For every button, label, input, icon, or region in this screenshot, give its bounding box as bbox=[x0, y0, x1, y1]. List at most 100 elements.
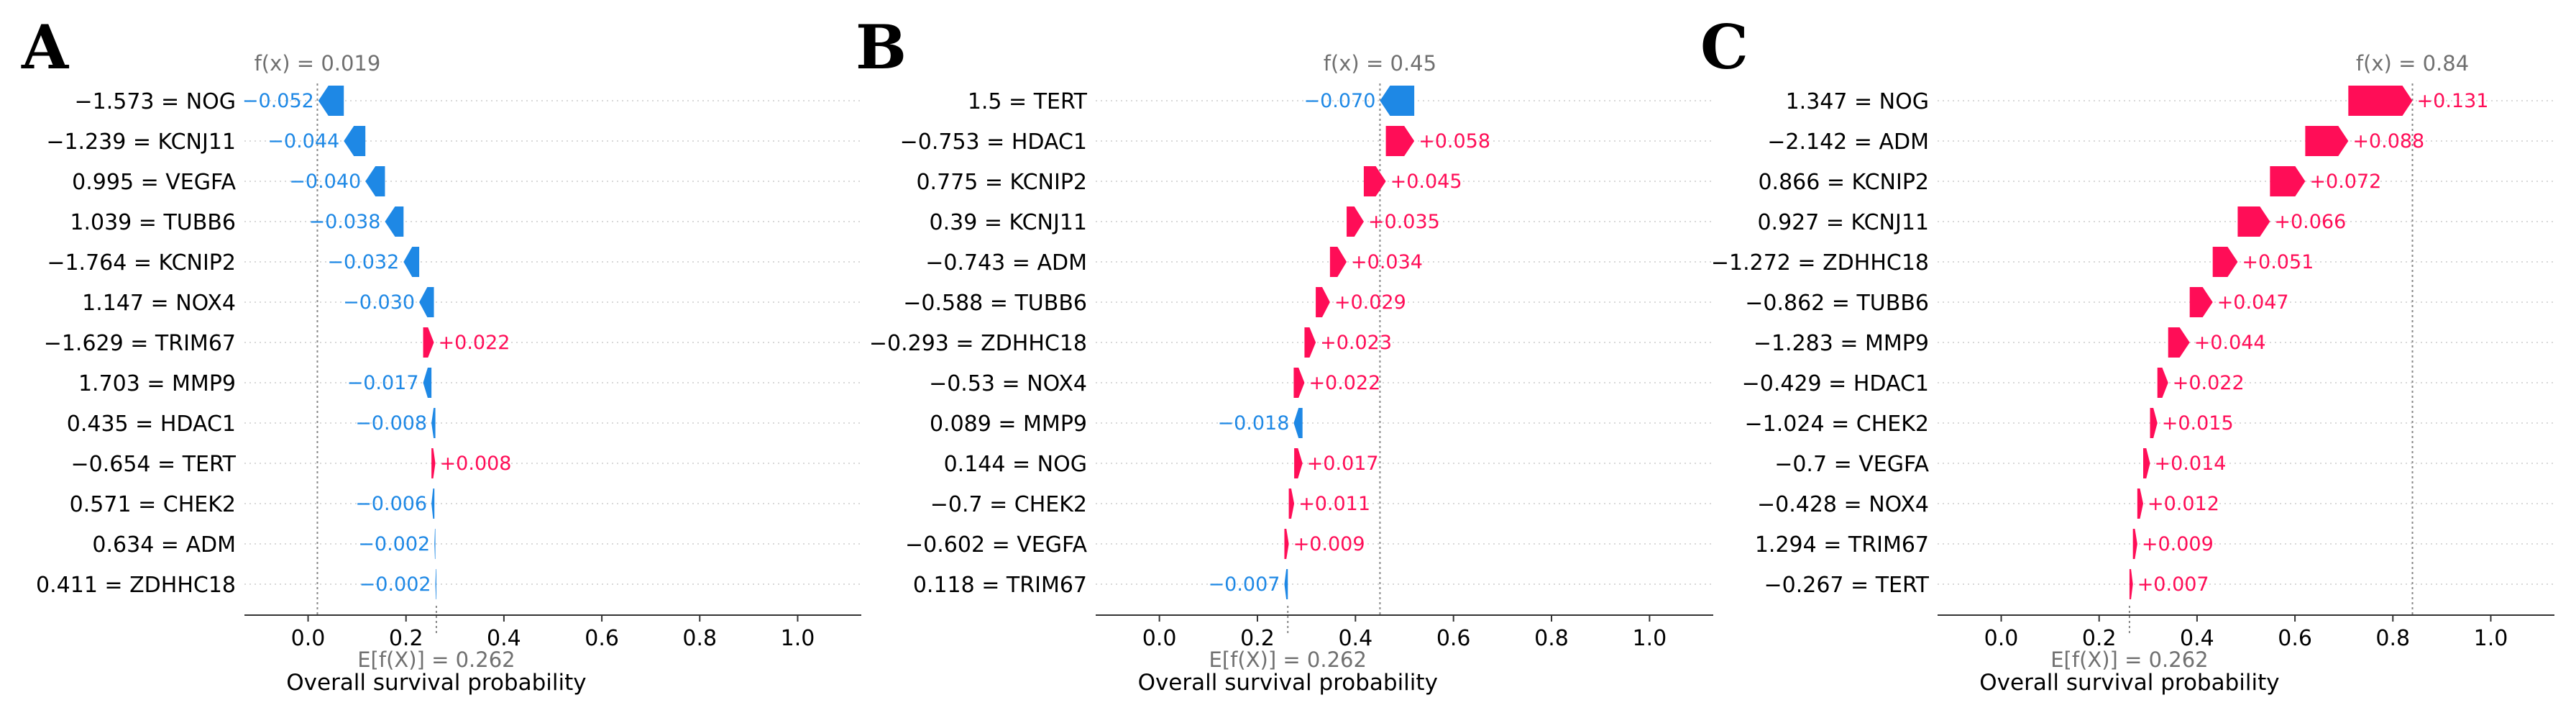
waterfall-bar bbox=[2348, 86, 2413, 116]
bar-value-label: +0.008 bbox=[440, 453, 512, 475]
bar-value-label: −0.030 bbox=[343, 291, 415, 314]
bar-value-label: +0.022 bbox=[439, 332, 510, 354]
bar-value-label: −0.040 bbox=[289, 171, 361, 193]
bar-value-label: +0.072 bbox=[2309, 171, 2381, 193]
feature-label: −0.602 = VEGFA bbox=[905, 532, 1087, 558]
waterfall-bar bbox=[2129, 569, 2133, 599]
feature-label: −0.7 = CHEK2 bbox=[930, 492, 1087, 517]
feature-label: 1.5 = TERT bbox=[968, 89, 1088, 114]
feature-label: −1.629 = TRIM67 bbox=[44, 331, 236, 356]
bar-value-label: +0.131 bbox=[2417, 90, 2489, 112]
waterfall-bar bbox=[1293, 368, 1305, 398]
bar-value-label: −0.044 bbox=[267, 130, 339, 153]
waterfall-bar bbox=[2270, 166, 2306, 196]
bar-value-label: +0.029 bbox=[1334, 291, 1406, 314]
bar-value-label: +0.012 bbox=[2148, 493, 2219, 515]
waterfall-bar bbox=[1385, 126, 1415, 156]
base-value-annotation: E[f(X)] = 0.262 bbox=[2050, 647, 2208, 672]
feature-label: −1.764 = KCNIP2 bbox=[47, 250, 236, 276]
waterfall-bar bbox=[434, 529, 436, 559]
bar-value-label: +0.035 bbox=[1368, 211, 1440, 233]
feature-label: 1.703 = MMP9 bbox=[78, 371, 236, 396]
feature-label: −0.267 = TERT bbox=[1764, 573, 1930, 598]
waterfall-bar bbox=[365, 166, 385, 196]
bar-value-label: +0.009 bbox=[1293, 533, 1365, 555]
waterfall-bar bbox=[419, 287, 434, 317]
bar-value-label: +0.047 bbox=[2217, 291, 2289, 314]
feature-label: −0.654 = TERT bbox=[71, 452, 237, 477]
feature-label: 1.347 = NOG bbox=[1786, 89, 1929, 114]
x-tick-label: 0.2 bbox=[389, 626, 423, 651]
waterfall-bar bbox=[2212, 247, 2238, 277]
x-tick-label: 0.4 bbox=[487, 626, 521, 651]
bar-value-label: +0.022 bbox=[2173, 372, 2245, 394]
feature-label: −0.743 = ADM bbox=[925, 250, 1087, 276]
x-tick-label: 0.6 bbox=[585, 626, 619, 651]
waterfall-bar bbox=[1294, 448, 1303, 478]
feature-label: 0.144 = NOG bbox=[944, 452, 1087, 477]
bar-value-label: −0.018 bbox=[1218, 412, 1290, 435]
waterfall-bar bbox=[1304, 327, 1316, 358]
panel-letter: B bbox=[856, 12, 907, 83]
bar-value-label: −0.008 bbox=[355, 412, 427, 435]
waterfall-bar bbox=[2189, 287, 2213, 317]
x-tick-label: 0.4 bbox=[2180, 626, 2214, 651]
bar-value-label: −0.052 bbox=[242, 90, 314, 112]
x-tick-label: 0.2 bbox=[2082, 626, 2117, 651]
waterfall-bar bbox=[2143, 448, 2150, 478]
x-axis-label: Overall survival probability bbox=[1138, 670, 1438, 696]
waterfall-bar bbox=[2137, 488, 2143, 519]
waterfall-bar bbox=[2237, 206, 2270, 237]
waterfall-bar bbox=[1284, 529, 1289, 559]
waterfall-bar bbox=[1363, 166, 1386, 196]
feature-label: −0.293 = ZDHHC18 bbox=[869, 331, 1087, 356]
bar-value-label: −0.002 bbox=[359, 573, 431, 596]
bar-value-label: +0.044 bbox=[2194, 332, 2266, 354]
waterfall-bar bbox=[431, 488, 435, 519]
x-axis-label: Overall survival probability bbox=[1979, 670, 2279, 696]
bar-value-label: +0.017 bbox=[1307, 453, 1379, 475]
feature-label: 0.995 = VEGFA bbox=[72, 170, 236, 195]
panel-a: A −0.052 −1.573 = NOG −0.044 −1.239 = KCNJ11… bbox=[21, 12, 861, 696]
feature-label: −1.239 = KCNJ11 bbox=[46, 129, 236, 155]
waterfall-bar bbox=[1380, 86, 1415, 116]
x-tick-label: 0.8 bbox=[1534, 626, 1569, 651]
feature-label: −0.7 = VEGFA bbox=[1774, 452, 1929, 477]
feature-label: −0.428 = NOX4 bbox=[1757, 492, 1929, 517]
base-value-annotation: E[f(X)] = 0.262 bbox=[357, 647, 515, 672]
x-tick-label: 0.6 bbox=[2278, 626, 2312, 651]
waterfall-bar bbox=[1288, 488, 1295, 519]
bar-value-label: −0.017 bbox=[347, 372, 419, 394]
feature-label: 0.435 = HDAC1 bbox=[67, 412, 236, 437]
feature-label: 0.411 = ZDHHC18 bbox=[36, 573, 236, 598]
bar-value-label: +0.022 bbox=[1308, 372, 1380, 394]
base-value-annotation: E[f(X)] = 0.262 bbox=[1209, 647, 1367, 672]
waterfall-bar bbox=[423, 327, 434, 358]
feature-label: −1.272 = ZDHHC18 bbox=[1711, 250, 1929, 276]
bar-value-label: +0.051 bbox=[2242, 251, 2314, 273]
bar-value-label: −0.002 bbox=[358, 533, 430, 555]
bar-value-label: +0.015 bbox=[2162, 412, 2234, 435]
waterfall-bar bbox=[2157, 368, 2168, 398]
feature-label: 0.866 = KCNIP2 bbox=[1758, 170, 1929, 195]
bar-value-label: +0.011 bbox=[1298, 493, 1370, 515]
panel-c: C +0.131 1.347 = NOG +0.088 −2.142 = ADM +0.0… bbox=[1700, 12, 2554, 696]
bar-value-label: +0.045 bbox=[1390, 171, 1462, 193]
x-tick-label: 0.0 bbox=[291, 626, 326, 651]
feature-label: 0.927 = KCNJ11 bbox=[1757, 210, 1929, 235]
waterfall-bar bbox=[1347, 206, 1364, 237]
feature-label: 1.147 = NOX4 bbox=[82, 291, 236, 316]
waterfall-bar bbox=[403, 247, 420, 277]
waterfall-bar bbox=[2305, 126, 2349, 156]
x-tick-label: 1.0 bbox=[781, 626, 815, 651]
feature-label: −0.53 = NOX4 bbox=[929, 371, 1087, 396]
bar-value-label: +0.014 bbox=[2155, 453, 2227, 475]
bar-value-label: −0.006 bbox=[355, 493, 427, 515]
bar-value-label: +0.007 bbox=[2137, 573, 2209, 596]
feature-label: −0.588 = TUBB6 bbox=[903, 291, 1087, 316]
waterfall-bar bbox=[385, 206, 404, 237]
x-tick-label: 1.0 bbox=[1633, 626, 1667, 651]
bar-value-label: +0.058 bbox=[1418, 130, 1490, 153]
bar-value-label: −0.070 bbox=[1303, 90, 1375, 112]
waterfall-bar bbox=[2150, 408, 2158, 438]
